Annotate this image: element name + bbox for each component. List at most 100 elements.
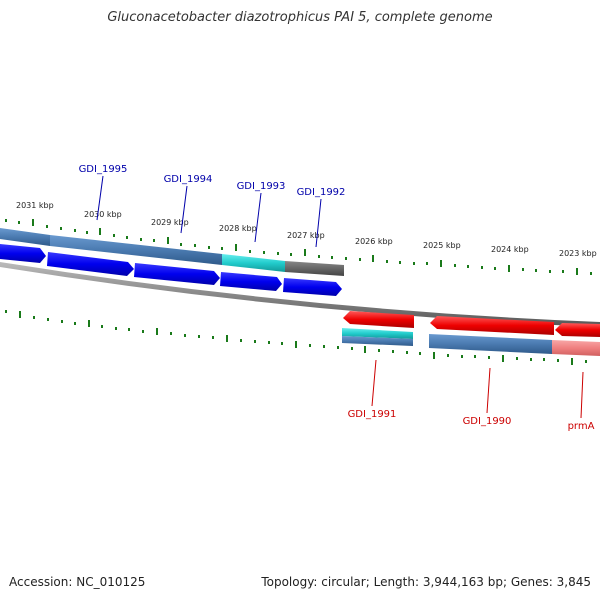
tick-minor bbox=[194, 244, 196, 247]
tick-major bbox=[295, 341, 297, 348]
cds-arrow-forward[interactable] bbox=[47, 252, 134, 276]
tick-minor bbox=[277, 252, 279, 255]
tick-major bbox=[99, 228, 101, 235]
tick-minor bbox=[494, 267, 496, 270]
tick-minor bbox=[140, 238, 142, 241]
tick-major bbox=[508, 265, 510, 272]
tick-minor bbox=[549, 270, 551, 273]
tick-label: 2029 kbp bbox=[151, 218, 189, 227]
tick-minor bbox=[268, 341, 270, 344]
tick-minor bbox=[249, 250, 251, 253]
tick-label: 2023 kbp bbox=[559, 249, 597, 258]
tick-minor bbox=[467, 265, 469, 268]
tick-minor bbox=[198, 335, 200, 338]
genome-summary: Topology: circular; Length: 3,944,163 bp… bbox=[261, 575, 591, 589]
tick-minor bbox=[170, 332, 172, 335]
tick-label: 2027 kbp bbox=[287, 231, 325, 240]
tick-minor bbox=[74, 229, 76, 232]
tick-minor bbox=[426, 262, 428, 265]
cds-arrow-forward[interactable] bbox=[220, 272, 282, 291]
gene-label-gdi-1994[interactable]: GDI_1994 bbox=[164, 174, 213, 185]
tick-major bbox=[156, 328, 158, 335]
tick-major bbox=[372, 255, 374, 262]
length-value: 3,944,163 bp bbox=[422, 575, 503, 589]
tick-minor bbox=[359, 258, 361, 261]
tick-minor bbox=[5, 219, 7, 222]
gene-label-gdi-1990[interactable]: GDI_1990 bbox=[463, 416, 512, 427]
genome-backbone bbox=[0, 262, 600, 327]
leader-line bbox=[486, 367, 491, 414]
leader-line bbox=[580, 371, 584, 419]
tick-minor bbox=[543, 358, 545, 361]
tick-minor bbox=[5, 310, 7, 313]
gene-bar-gdi-1994[interactable] bbox=[50, 235, 222, 265]
tick-minor bbox=[392, 350, 394, 353]
map-title: Gluconacetobacter diazotrophicus PAI 5, … bbox=[107, 10, 493, 25]
leader-line bbox=[96, 175, 104, 221]
top-gene-band bbox=[0, 228, 344, 276]
tick-minor bbox=[323, 345, 325, 348]
tick-minor bbox=[454, 264, 456, 267]
cds-arrow-forward[interactable] bbox=[0, 244, 46, 263]
cds-arrow-forward[interactable] bbox=[134, 263, 220, 285]
tick-label: 2024 kbp bbox=[491, 245, 529, 254]
cds-arrow-reverse[interactable] bbox=[555, 323, 600, 337]
tick-major bbox=[304, 249, 306, 256]
tick-label: 2026 kbp bbox=[355, 237, 393, 246]
gene-bar-gdi-1992[interactable] bbox=[285, 261, 344, 276]
gene-bar-gdi-1993[interactable] bbox=[222, 254, 285, 272]
gene-bar-gdi-1990[interactable] bbox=[429, 334, 552, 354]
tick-minor bbox=[60, 227, 62, 230]
tick-major bbox=[226, 335, 228, 342]
bottom-tick-ruler bbox=[5, 310, 587, 365]
gene-bar-gdi-1995[interactable] bbox=[0, 228, 50, 246]
cds-arrow-reverse[interactable] bbox=[343, 311, 414, 328]
bottom-gene-band bbox=[342, 328, 600, 356]
tick-minor bbox=[447, 354, 449, 357]
tick-major bbox=[32, 219, 34, 226]
tick-minor bbox=[221, 247, 223, 250]
tick-major bbox=[19, 311, 21, 318]
tick-minor bbox=[126, 236, 128, 239]
tick-minor bbox=[522, 268, 524, 271]
tick-major bbox=[88, 320, 90, 327]
tick-minor bbox=[406, 351, 408, 354]
tick-minor bbox=[399, 261, 401, 264]
tick-minor bbox=[461, 355, 463, 358]
tick-minor bbox=[557, 359, 559, 362]
gene-label-gdi-1991[interactable]: GDI_1991 bbox=[348, 409, 397, 420]
leader-line bbox=[254, 192, 262, 243]
tick-minor bbox=[184, 334, 186, 337]
tick-minor bbox=[474, 355, 476, 358]
tick-major bbox=[235, 244, 237, 251]
genes-value: 3,845 bbox=[556, 575, 591, 589]
tick-label: 2030 kbp bbox=[84, 210, 122, 219]
leader-line bbox=[315, 198, 322, 248]
tick-minor bbox=[153, 239, 155, 242]
gene-bar-prma[interactable] bbox=[552, 340, 600, 356]
tick-minor bbox=[331, 256, 333, 259]
tick-minor bbox=[128, 328, 130, 331]
leader-line bbox=[180, 185, 188, 234]
gene-label-prma[interactable]: prmA bbox=[568, 421, 595, 432]
cds-arrow-forward[interactable] bbox=[283, 278, 342, 296]
tick-minor bbox=[33, 316, 35, 319]
gene-label-gdi-1995[interactable]: GDI_1995 bbox=[79, 164, 128, 175]
tick-minor bbox=[46, 225, 48, 228]
tick-major bbox=[433, 352, 435, 359]
tick-label: 2028 kbp bbox=[219, 224, 257, 233]
tick-label: 2031 kbp bbox=[16, 201, 54, 210]
tick-minor bbox=[142, 330, 144, 333]
tick-minor bbox=[208, 246, 210, 249]
tick-minor bbox=[378, 349, 380, 352]
gene-bar-gdi-1991[interactable] bbox=[342, 328, 413, 339]
cds-arrow-reverse[interactable] bbox=[430, 316, 554, 335]
accession-value: NC_010125 bbox=[76, 575, 146, 589]
topology-label: Topology: bbox=[261, 575, 318, 589]
tick-minor bbox=[351, 347, 353, 350]
tick-minor bbox=[562, 270, 564, 273]
tick-minor bbox=[309, 344, 311, 347]
gene-label-gdi-1993[interactable]: GDI_1993 bbox=[237, 181, 286, 192]
gene-label-gdi-1992[interactable]: GDI_1992 bbox=[297, 187, 346, 198]
tick-minor bbox=[337, 346, 339, 349]
